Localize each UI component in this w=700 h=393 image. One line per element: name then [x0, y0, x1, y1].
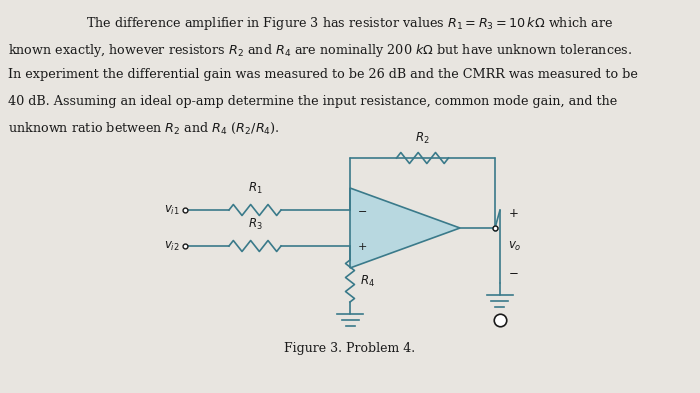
Text: The difference amplifier in Figure 3 has resistor values $R_1 = R_3 = 10\,k\Omeg: The difference amplifier in Figure 3 has…: [86, 15, 614, 32]
Text: $R_3$: $R_3$: [248, 217, 262, 232]
Text: known exactly, however resistors $R_2$ and $R_4$ are nominally 200 $k\Omega$ but: known exactly, however resistors $R_2$ a…: [8, 42, 632, 59]
Text: 40 dB. Assuming an ideal op-amp determine the input resistance, common mode gain: 40 dB. Assuming an ideal op-amp determin…: [8, 94, 617, 108]
Text: $-$: $-$: [508, 264, 519, 277]
Polygon shape: [350, 188, 460, 268]
Text: $+$: $+$: [357, 241, 367, 252]
Text: Figure 3. Problem 4.: Figure 3. Problem 4.: [284, 342, 416, 355]
Text: $v_{i2}$: $v_{i2}$: [164, 239, 180, 253]
Text: In experiment the differential gain was measured to be 26 dB and the CMRR was me: In experiment the differential gain was …: [8, 68, 638, 81]
Text: $v_o$: $v_o$: [508, 240, 522, 253]
Text: $+$: $+$: [508, 206, 519, 220]
Text: $R_1$: $R_1$: [248, 181, 262, 196]
Text: unknown ratio between $R_2$ and $R_4$ ($R_2/R_4$).: unknown ratio between $R_2$ and $R_4$ ($…: [8, 121, 280, 136]
Text: $-$: $-$: [357, 205, 367, 215]
Text: $R_2$: $R_2$: [415, 131, 430, 146]
Text: $v_{i1}$: $v_{i1}$: [164, 204, 180, 217]
Text: $R_4$: $R_4$: [360, 274, 375, 288]
